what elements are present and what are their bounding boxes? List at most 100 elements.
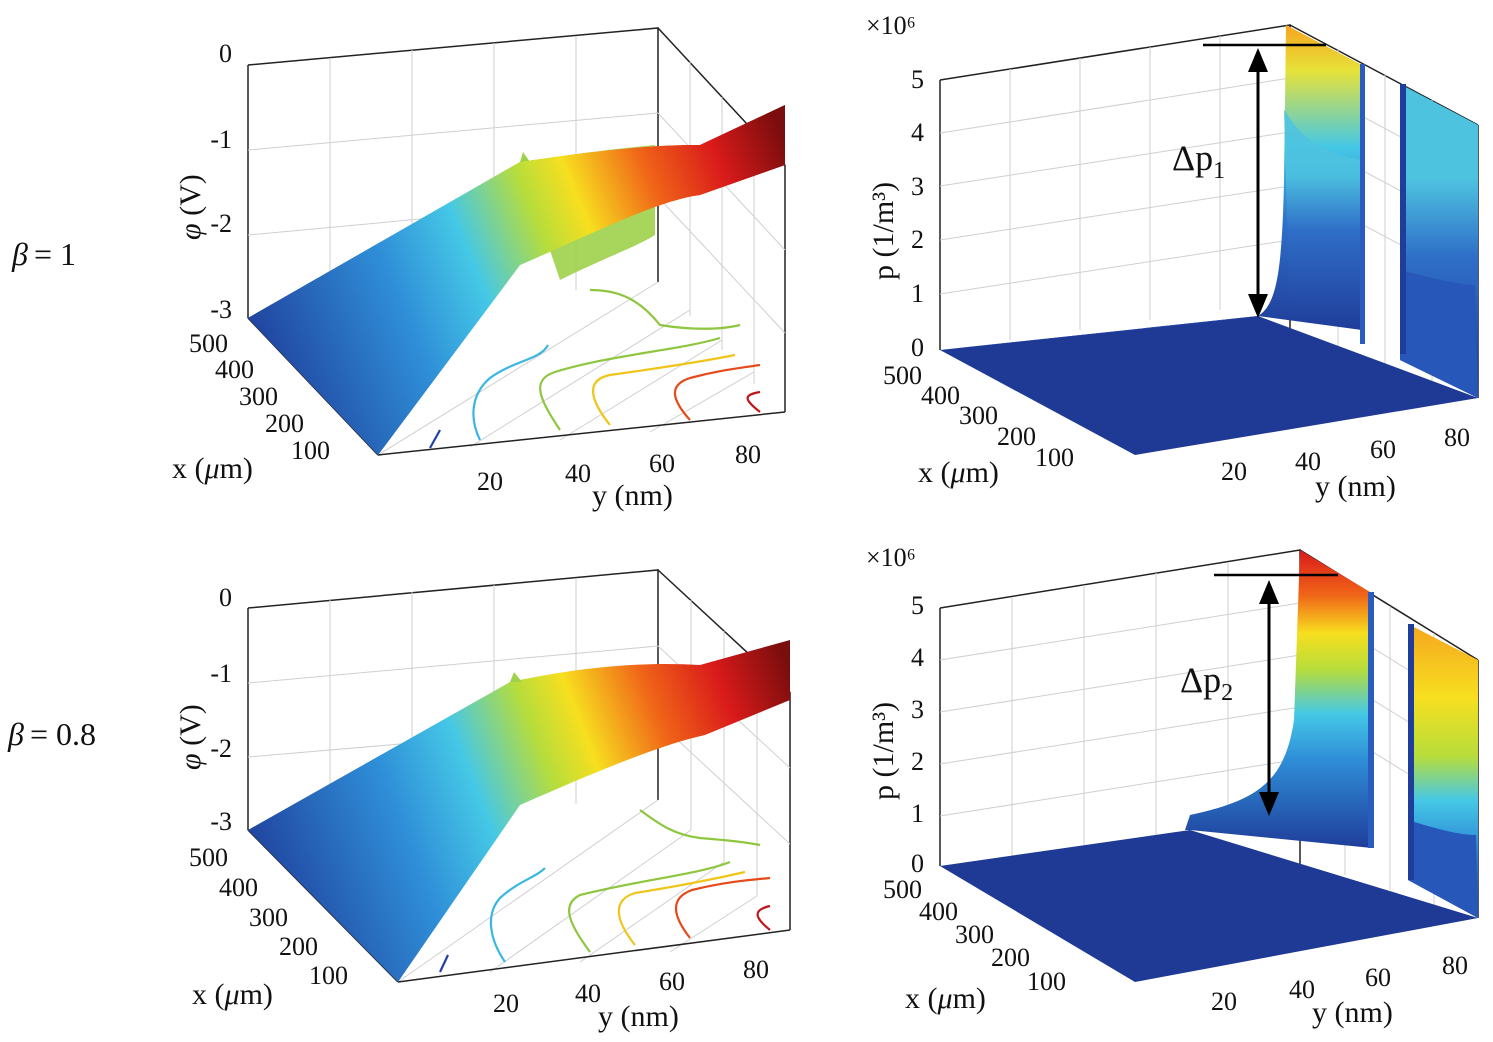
- y-tick: 40: [565, 459, 591, 488]
- x-tick: 300: [955, 920, 994, 949]
- x-tick: 500: [883, 875, 922, 904]
- z-tick: 5: [911, 65, 924, 94]
- x-tick: 100: [309, 961, 348, 990]
- x-axis-label: x (μm): [918, 456, 999, 489]
- x-tick-labels: 500 400 300 200 100: [883, 361, 1074, 472]
- x-tick: 100: [291, 436, 330, 465]
- y-axis-line: [397, 929, 791, 983]
- z-axis-label: p (1/m³): [867, 702, 900, 800]
- y-tick: 60: [649, 449, 675, 478]
- svg-text:Δp1: Δp1: [1172, 138, 1225, 184]
- contour-lines: [429, 288, 761, 449]
- z-axis-label: φ (V): [174, 174, 207, 240]
- y-tick: 60: [1365, 963, 1391, 992]
- y-tick: 40: [1289, 975, 1315, 1004]
- x-tick: 500: [883, 361, 922, 390]
- z-axis-label: φ (V): [174, 704, 207, 770]
- x-tick: 400: [219, 873, 258, 902]
- x-axis-label: x (μm): [172, 452, 253, 485]
- phi-surface: [248, 640, 790, 982]
- y-tick: 80: [1442, 951, 1468, 980]
- contour-lines: [439, 809, 771, 973]
- x-axis-label: x (μm): [192, 978, 273, 1011]
- p-floor: [940, 316, 1478, 455]
- x-tick: 500: [189, 843, 228, 872]
- x-tick: 300: [959, 401, 998, 430]
- panel-p-beta08: 5 4 3 2 1 0 ×10⁶ 500 400 300 200 100 20 …: [866, 543, 1479, 1029]
- z-tick: 3: [911, 172, 924, 201]
- panel-phi-beta1: 0 -1 -2 -3 500 400 300 200 100 20 40 60 …: [172, 27, 786, 512]
- z-tick: -1: [210, 659, 232, 688]
- z-axis-label: p (1/m³): [867, 182, 900, 280]
- panel-phi-beta08: 0 -1 -2 -3 500 400 300 200 100 20 40 60 …: [174, 569, 791, 1033]
- z-tick-labels: 5 4 3 2 1 0: [911, 591, 924, 878]
- y-axis-line: [377, 411, 786, 456]
- exponent-label: ×10⁶: [866, 543, 916, 572]
- svg-text:Δp2: Δp2: [1180, 660, 1233, 706]
- x-tick: 100: [1035, 443, 1074, 472]
- z-tick: 1: [911, 279, 924, 308]
- exponent-label: ×10⁶: [866, 11, 916, 40]
- x-tick: 200: [265, 409, 304, 438]
- y-tick: 80: [735, 440, 761, 469]
- z-tick: 2: [911, 747, 924, 776]
- z-tick: 0: [911, 333, 924, 362]
- y-tick: 80: [743, 955, 769, 984]
- z-tick: 0: [219, 39, 232, 68]
- x-tick: 200: [997, 422, 1036, 451]
- x-tick: 200: [991, 943, 1030, 972]
- x-tick: 500: [189, 329, 228, 358]
- y-tick: 20: [493, 989, 519, 1018]
- z-tick: 1: [911, 799, 924, 828]
- x-tick-labels: 500 400 300 200 100: [883, 875, 1066, 996]
- y-tick: 60: [659, 967, 685, 996]
- z-tick: -2: [210, 209, 232, 238]
- y-tick: 20: [1211, 987, 1237, 1016]
- x-tick: 400: [215, 355, 254, 384]
- x-tick: 100: [1027, 967, 1066, 996]
- z-tick-labels: 0 -1 -2 -3: [210, 39, 232, 324]
- z-tick: 4: [911, 118, 924, 147]
- y-axis-label: y (nm): [598, 1000, 679, 1033]
- x-tick-labels: 500 400 300 200 100: [189, 843, 348, 990]
- z-tick: 3: [911, 695, 924, 724]
- z-tick: 0: [219, 583, 232, 612]
- grid-lines: [939, 36, 1479, 388]
- y-tick-labels: 20 40 60 80: [493, 955, 769, 1018]
- y-axis-label: y (nm): [1312, 996, 1393, 1029]
- y-tick: 80: [1444, 423, 1470, 452]
- z-tick: -1: [210, 125, 232, 154]
- x-axis-label: x (μm): [905, 982, 986, 1015]
- z-tick: -2: [210, 734, 232, 763]
- y-axis-label: y (nm): [1315, 470, 1396, 503]
- row-label-beta-1: β = 1: [11, 236, 76, 272]
- y-axis-label: y (nm): [592, 479, 673, 512]
- y-tick: 40: [575, 979, 601, 1008]
- y-tick: 40: [1295, 447, 1321, 476]
- y-tick-labels: 20 40 60 80: [477, 440, 761, 496]
- y-tick-labels: 20 40 60 80: [1221, 423, 1470, 486]
- z-tick: 4: [911, 643, 924, 672]
- y-tick: 60: [1370, 435, 1396, 464]
- delta-p2-annotation: Δp2: [1180, 573, 1338, 816]
- p-wall-left: [1185, 550, 1372, 848]
- z-tick-labels: 5 4 3 2 1 0: [911, 65, 924, 362]
- x-tick: 200: [279, 932, 318, 961]
- z-tick: -3: [210, 295, 232, 324]
- delta-p1-annotation: Δp1: [1172, 43, 1326, 318]
- p-floor: [940, 830, 1478, 982]
- z-tick: -3: [210, 807, 232, 836]
- x-tick: 300: [239, 382, 278, 411]
- x-tick: 400: [919, 897, 958, 926]
- x-tick: 400: [921, 381, 960, 410]
- y-tick: 20: [477, 467, 503, 496]
- y-tick: 20: [1221, 457, 1247, 486]
- panel-p-beta1: 5 4 3 2 1 0 ×10⁶ 500 400 300 200 100 20 …: [866, 11, 1479, 503]
- row-label-beta-08: β = 0.8: [7, 716, 96, 752]
- x-tick-labels: 500 400 300 200 100: [189, 329, 330, 465]
- y-tick-labels: 20 40 60 80: [1211, 951, 1468, 1016]
- z-tick-labels: 0 -1 -2 -3: [210, 583, 232, 836]
- z-tick: 0: [911, 849, 924, 878]
- z-tick: 2: [911, 225, 924, 254]
